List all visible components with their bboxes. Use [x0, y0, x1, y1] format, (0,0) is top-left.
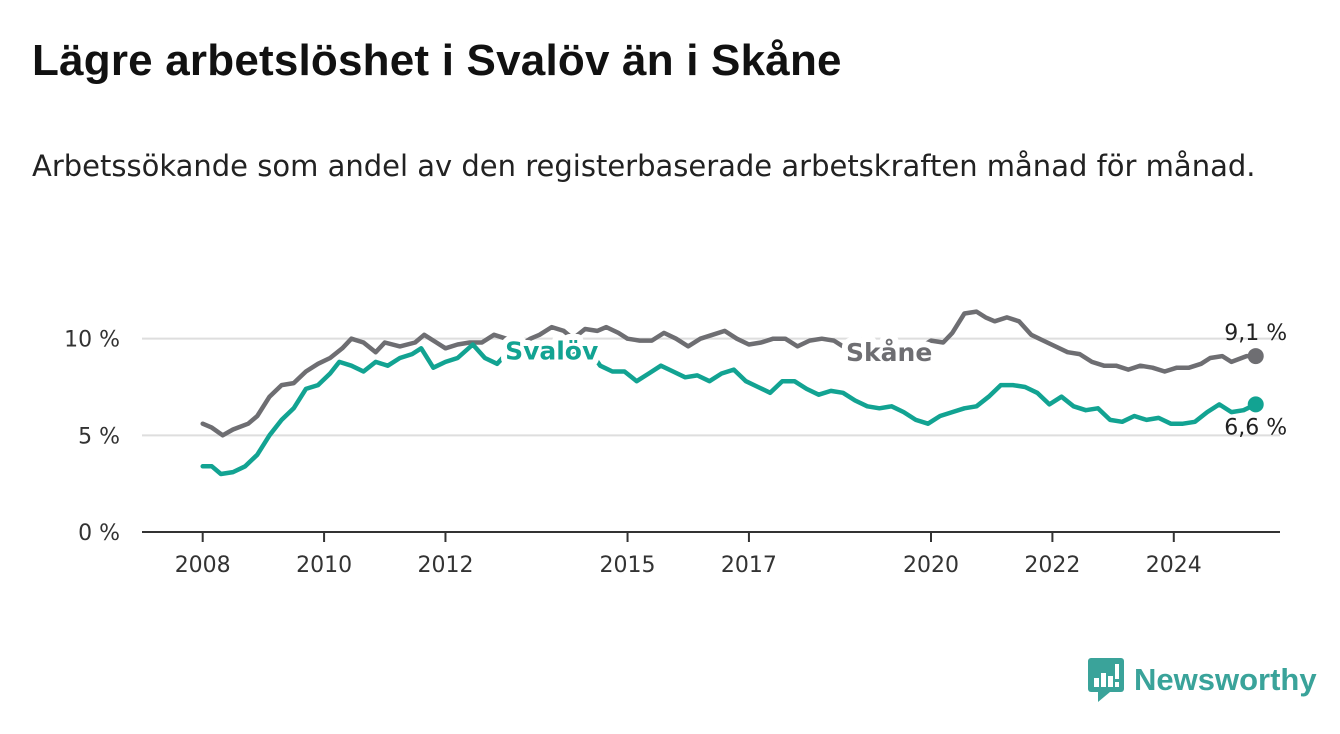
series-line-svalöv — [200, 342, 1258, 477]
end-label-skane: 9,1 % — [1224, 321, 1287, 346]
x-axis: 2008 2010 2012 2015 2017 2020 2022 2024 — [142, 531, 1280, 578]
x-tick-label: 2015 — [600, 553, 656, 578]
series-label-halo: Skåne — [846, 338, 932, 367]
brand-name: Newsworthy — [1134, 662, 1317, 697]
x-tick-label: 2022 — [1024, 553, 1080, 578]
series-line-skåne — [200, 309, 1258, 438]
y-tick-label: 0 % — [78, 521, 120, 546]
series-label-svalöv: Svalöv — [505, 336, 598, 365]
newsworthy-brand: Newsworthy — [1088, 658, 1317, 702]
y-tick-label: 5 % — [78, 424, 120, 449]
series-lines — [200, 309, 1264, 477]
x-tick-label: 2017 — [721, 553, 777, 578]
end-point-svalöv — [1247, 396, 1264, 413]
series-label-skåne: Skåne — [846, 338, 932, 367]
gridlines — [142, 337, 1280, 437]
chart-title: Lägre arbetslöshet i Svalöv än i Skåne — [32, 36, 842, 85]
chart-subtitle: Arbetssökande som andel av den registerb… — [32, 149, 1256, 183]
x-tick-label: 2012 — [417, 553, 473, 578]
end-point-skåne — [1247, 348, 1264, 365]
series-label-halo: Svalöv — [505, 336, 598, 365]
x-tick-label: 2010 — [296, 553, 352, 578]
x-tick-label: 2020 — [903, 553, 959, 578]
end-label-svalov: 6,6 % — [1224, 415, 1287, 440]
y-axis-ticks: 0 % 5 % 10 % — [64, 328, 120, 546]
x-tick-label: 2024 — [1146, 553, 1202, 578]
y-tick-label: 10 % — [64, 328, 120, 353]
x-tick-label: 2008 — [175, 553, 231, 578]
newsworthy-logo-icon — [1088, 658, 1124, 702]
